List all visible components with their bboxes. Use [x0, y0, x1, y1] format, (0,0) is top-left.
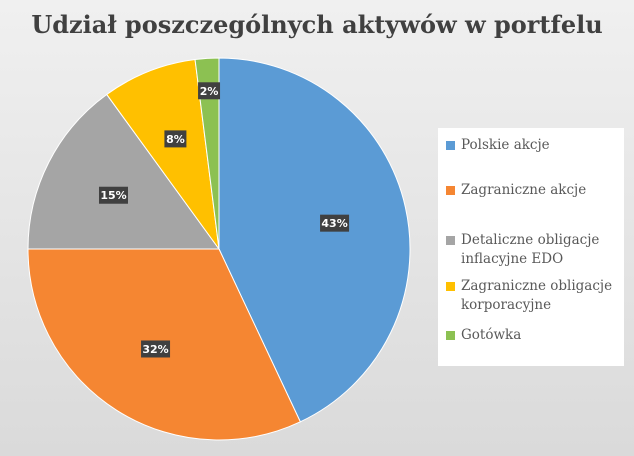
legend-label-line: Detaliczne obligacje	[461, 232, 600, 248]
data-label: 8%	[164, 130, 187, 148]
legend-label-line: korporacyjne	[461, 297, 552, 313]
data-label-text: 32%	[142, 343, 168, 356]
data-label-box	[141, 340, 171, 358]
legend-swatch	[446, 282, 455, 291]
legend-item: Detaliczne obligacje inflacyjne EDO	[446, 231, 622, 269]
legend-item: Gotówka	[446, 326, 622, 345]
legend-label: Gotówka	[461, 326, 622, 345]
data-label-text: 43%	[321, 217, 347, 230]
legend-label-line: inflacyjne EDO	[461, 251, 564, 267]
data-label-box	[98, 186, 128, 204]
pie-slice	[27, 93, 220, 250]
legend-label-line: Polskie akcje	[461, 137, 550, 153]
data-label-text: 8%	[166, 133, 185, 146]
legend-label: Detaliczne obligacje inflacyjne EDO	[461, 231, 622, 269]
pie-slice	[218, 57, 411, 423]
chart-title: Udział poszczególnych aktywów w portfelu	[31, 10, 603, 39]
data-label: 32%	[141, 340, 171, 358]
legend-swatch	[446, 186, 455, 195]
data-label: 2%	[198, 82, 221, 100]
legend-label: Zagraniczne akcje	[461, 181, 622, 200]
legend-item: Zagraniczne obligacje korporacyjne	[446, 277, 622, 315]
data-label-box	[320, 214, 350, 232]
data-label-box	[164, 130, 187, 148]
legend-label: Zagraniczne obligacje korporacyjne	[461, 277, 622, 315]
legend: Polskie akcje Zagraniczne akcje Detaliczne…	[438, 128, 624, 366]
legend-label-line: Gotówka	[461, 327, 522, 343]
data-label: 43%	[320, 214, 350, 232]
data-label-box	[198, 82, 221, 100]
data-label-text: 2%	[200, 85, 219, 98]
legend-swatch	[446, 236, 455, 245]
legend-label-line: Zagraniczne akcje	[461, 182, 587, 198]
data-label: 15%	[98, 186, 128, 204]
legend-swatch	[446, 331, 455, 340]
pie-slice	[194, 57, 220, 250]
pie-slice	[106, 58, 220, 250]
legend-label: Polskie akcje	[461, 136, 622, 155]
data-label-text: 15%	[100, 189, 126, 202]
legend-item: Polskie akcje	[446, 136, 622, 155]
legend-swatch	[446, 141, 455, 150]
legend-item: Zagraniczne akcje	[446, 181, 622, 200]
legend-label-line: Zagraniczne obligacje	[461, 278, 613, 294]
